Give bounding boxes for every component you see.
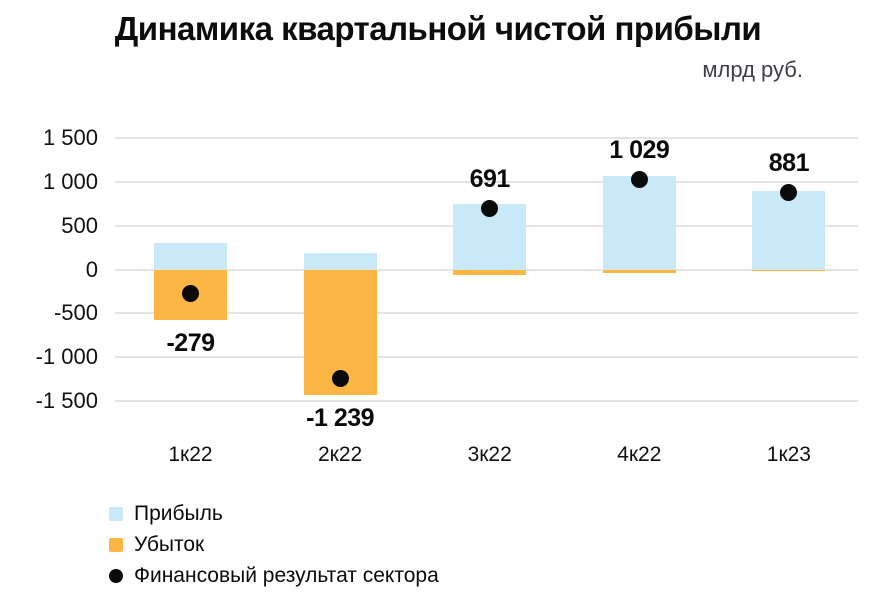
legend-item-label: Прибыль — [134, 501, 223, 525]
net-value-label: 1 029 — [609, 135, 670, 164]
unit-label: млрд руб. — [702, 57, 803, 82]
grid-line — [115, 137, 858, 139]
net-value-label: -1 239 — [306, 403, 375, 432]
profit-bar — [752, 190, 826, 270]
x-axis-category-label: 3к22 — [467, 443, 512, 466]
net-result-dot — [331, 369, 349, 387]
grid-line — [115, 356, 858, 359]
loss-bar — [602, 269, 676, 273]
net-value-label: 881 — [768, 148, 810, 177]
x-axis-category-label: 2к22 — [317, 443, 363, 466]
grid-line — [115, 312, 858, 315]
y-axis-tick-label: 500 — [61, 212, 98, 238]
y-axis-tick-label: 1 500 — [42, 125, 98, 150]
x-axis-category-label: 4к22 — [617, 443, 662, 466]
net-result-dot — [780, 183, 798, 201]
legend-item: Прибыль — [109, 502, 439, 525]
net-result-dot — [481, 200, 499, 218]
y-axis-tick-label: -1 500 — [35, 388, 98, 413]
legend-square-marker-icon — [109, 506, 123, 521]
profit-bar — [602, 176, 676, 270]
legend-item-label: Убыток — [134, 532, 205, 556]
y-axis-tick-label: -1 000 — [35, 344, 98, 370]
profit-bar — [303, 252, 377, 270]
y-axis-tick-label: -500 — [53, 300, 98, 326]
legend-item: Финансовый результат сектора — [109, 564, 439, 587]
legend: Прибыль Убыток Финансовый результат сектор… — [109, 502, 439, 587]
legend-item-label: Финансовый результат сектора — [134, 563, 439, 587]
legend-circle-marker-icon — [109, 568, 123, 583]
y-axis-tick-label: 1 000 — [42, 168, 98, 194]
grid-line — [115, 180, 858, 183]
net-value-label: -279 — [166, 329, 215, 358]
x-axis-category-label: 1к23 — [766, 443, 811, 466]
loss-bar — [752, 269, 826, 272]
y-axis-tick-label: 0 — [85, 256, 98, 282]
legend-square-marker-icon — [109, 537, 123, 552]
chart-title: Динамика квартальной чистой прибыли — [114, 10, 762, 47]
x-axis-category-label: 1к22 — [168, 443, 213, 466]
net-result-dot — [630, 170, 648, 188]
profit-bar — [154, 243, 227, 270]
legend-item: Убыток — [109, 533, 439, 556]
net-value-label: 691 — [469, 165, 511, 194]
grid-line — [115, 400, 858, 402]
net-result-dot — [182, 285, 199, 303]
loss-bar — [453, 269, 527, 275]
